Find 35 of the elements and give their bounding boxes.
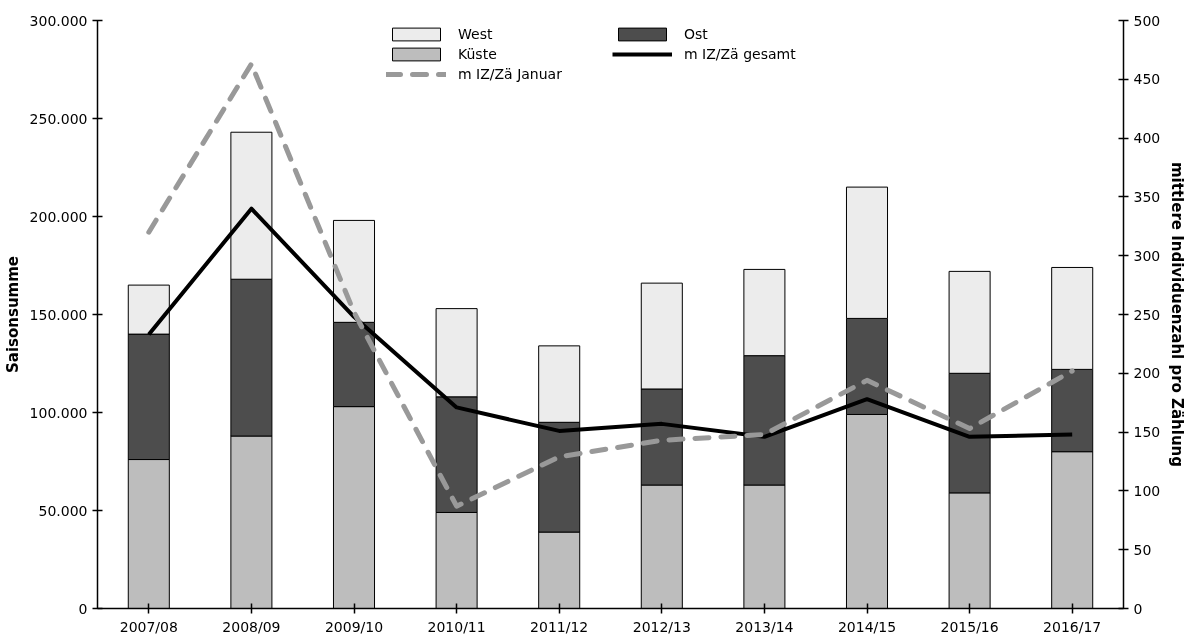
x-tick-label: 2009/10	[324, 618, 384, 635]
x-tick-label: 2007/08	[119, 618, 178, 635]
y-tick-label: 100.000	[29, 404, 88, 421]
y2-tick-label: 100	[1133, 482, 1161, 499]
legend-label: m IZ/Zä Januar	[458, 66, 563, 82]
x-tick-label: 2014/15	[837, 618, 897, 635]
legend-label: West	[458, 26, 494, 42]
legend-label: m IZ/Zä gesamt	[684, 46, 797, 62]
y2-tick-label: 450	[1133, 71, 1161, 88]
y-tick-label: 0	[78, 600, 88, 617]
x-tick-label: 2010/11	[427, 618, 486, 635]
y2-tick-label: 350	[1133, 188, 1161, 205]
y-tick-label: 200.000	[29, 208, 88, 225]
y2-tick-label: 500	[1133, 12, 1161, 29]
y2-tick-label: 150	[1133, 424, 1161, 441]
y2-tick-label: 400	[1133, 130, 1161, 147]
x-tick-label: 2015/16	[940, 618, 999, 635]
y2-tick-label: 300	[1133, 247, 1161, 264]
y-tick-label: 300.000	[29, 12, 88, 29]
y-tick-label: 150.000	[29, 306, 88, 323]
legend-label: Küste	[458, 46, 498, 62]
x-tick-label: 2011/12	[530, 618, 589, 635]
x-tick-label: 2008/09	[222, 618, 281, 635]
y-axis-title: Saisonsumme	[3, 255, 22, 374]
y-tick-label: 50.000	[38, 502, 88, 519]
x-tick-label: 2013/14	[735, 618, 794, 635]
y2-tick-label: 0	[1133, 600, 1143, 617]
y2-tick-label: 200	[1133, 365, 1161, 382]
y-tick-label: 250.000	[29, 110, 88, 127]
y2-tick-label: 250	[1133, 306, 1161, 323]
legend-label: Ost	[684, 26, 709, 42]
x-tick-label: 2012/13	[632, 618, 691, 635]
y2-axis-title: mittlere Individuenzahl pro Zählung	[1168, 161, 1187, 468]
x-tick-label: 2016/17	[1043, 618, 1102, 635]
y2-tick-label: 50	[1133, 541, 1152, 558]
